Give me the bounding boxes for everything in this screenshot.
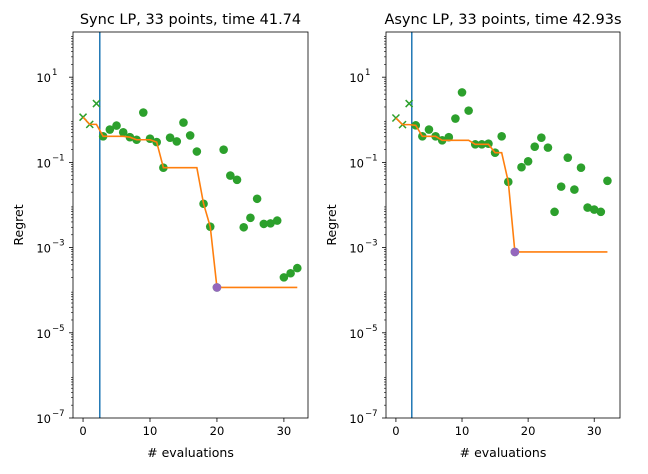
best-so-far-line xyxy=(82,116,298,289)
data-point xyxy=(192,147,202,156)
data-point xyxy=(138,108,148,117)
data-point xyxy=(165,133,175,142)
data-point xyxy=(589,205,599,214)
y-tick-label: 10 xyxy=(349,156,364,170)
data-point xyxy=(185,131,195,140)
y-tick-label: 10 xyxy=(36,71,51,85)
y-tick-exponent: −3 xyxy=(52,239,65,249)
data-point xyxy=(543,143,553,152)
data-point xyxy=(451,114,460,123)
y-tick-label: 10 xyxy=(36,412,51,426)
axes-frame xyxy=(385,31,621,419)
data-point xyxy=(272,216,282,225)
data-point xyxy=(596,207,606,217)
data-point xyxy=(424,125,434,134)
data-point xyxy=(105,125,115,134)
y-tick-label: 10 xyxy=(349,242,364,256)
x-tick-label: 10 xyxy=(143,424,158,438)
data-point xyxy=(259,219,269,229)
data-point xyxy=(172,137,182,146)
y-tick-exponent: −7 xyxy=(365,409,378,419)
y-tick-exponent: 1 xyxy=(52,68,57,78)
y-tick-label: 10 xyxy=(349,412,364,426)
data-point xyxy=(118,127,128,137)
chart-title: Sync LP, 33 points, time 41.74 xyxy=(80,12,301,28)
data-point xyxy=(226,171,235,180)
y-tick-label: 10 xyxy=(349,327,364,341)
data-point xyxy=(232,175,242,185)
data-point xyxy=(246,213,255,223)
subplot-1: Sync LP, 33 points, time 41.74 # evaluati… xyxy=(11,12,309,460)
initial-point-marker xyxy=(92,99,101,108)
data-point xyxy=(570,185,579,194)
y-axis-label: Regret xyxy=(11,204,26,245)
data-point xyxy=(523,157,533,166)
data-point xyxy=(112,121,121,130)
x-tick-label: 0 xyxy=(79,424,86,438)
data-point xyxy=(457,88,467,97)
y-tick-label: 10 xyxy=(36,242,51,256)
plot-area xyxy=(391,32,612,418)
initial-point-marker xyxy=(405,99,414,108)
data-point xyxy=(530,142,540,151)
data-point xyxy=(239,222,249,232)
y-tick-exponent: −5 xyxy=(52,324,65,334)
data-point xyxy=(537,133,546,142)
data-point xyxy=(517,162,526,172)
y-tick-exponent: −5 xyxy=(365,324,378,334)
data-point xyxy=(583,203,592,212)
x-tick-label: 30 xyxy=(277,424,292,438)
data-point xyxy=(219,145,228,154)
y-tick-exponent: −1 xyxy=(52,153,65,163)
best-so-far-line xyxy=(395,117,608,253)
y-tick-exponent: 1 xyxy=(365,68,370,78)
best-point xyxy=(212,283,222,292)
data-point xyxy=(179,118,188,127)
data-point xyxy=(497,131,506,141)
y-tick-exponent: −7 xyxy=(52,409,65,419)
y-tick-label: 10 xyxy=(349,71,364,85)
y-tick-label: 10 xyxy=(36,156,51,170)
x-axis-label: # evaluations xyxy=(147,445,234,460)
data-point xyxy=(556,182,566,191)
data-point xyxy=(286,268,295,278)
y-tick-exponent: −1 xyxy=(365,153,378,163)
plot-area xyxy=(79,32,302,418)
x-tick-label: 0 xyxy=(392,424,399,438)
y-tick-label: 10 xyxy=(36,327,51,341)
y-axis-label: Regret xyxy=(324,204,339,245)
data-point xyxy=(603,176,612,186)
axes-frame xyxy=(72,31,309,419)
data-point xyxy=(576,163,586,173)
data-point xyxy=(266,219,275,228)
x-axis-label: # evaluations xyxy=(460,445,547,460)
x-tick-label: 20 xyxy=(210,424,225,438)
y-tick-exponent: −3 xyxy=(365,239,378,249)
data-point xyxy=(292,263,302,273)
data-point xyxy=(444,132,454,142)
x-tick-label: 20 xyxy=(521,424,536,438)
chart-title: Async LP, 33 points, time 42.93s xyxy=(384,12,621,28)
data-point xyxy=(252,194,262,204)
data-point xyxy=(550,207,559,217)
data-point xyxy=(464,106,473,115)
data-point xyxy=(279,273,289,282)
x-tick-label: 30 xyxy=(587,424,602,438)
best-point xyxy=(510,247,520,257)
subplot-2: Async LP, 33 points, time 42.93s # evalua… xyxy=(324,12,622,460)
x-tick-label: 10 xyxy=(455,424,470,438)
data-point xyxy=(563,153,573,162)
